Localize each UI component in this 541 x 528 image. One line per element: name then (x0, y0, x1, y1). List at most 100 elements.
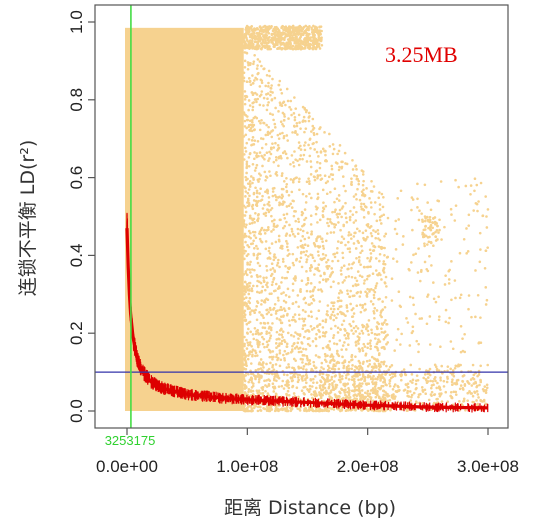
scatter-point (337, 291, 341, 295)
scatter-point (342, 364, 346, 368)
scatter-point (272, 377, 276, 381)
scatter-point (265, 332, 268, 335)
scatter-point (336, 349, 339, 353)
scatter-point (393, 383, 397, 386)
scatter-point (289, 162, 292, 166)
scatter-point (267, 339, 271, 343)
scatter-point (417, 350, 420, 354)
scatter-point (318, 335, 322, 339)
scatter-point (295, 258, 298, 262)
scatter-point (257, 36, 260, 40)
scatter-point (333, 187, 337, 191)
scatter-point (281, 202, 285, 206)
scatter-point (316, 38, 320, 42)
scatter-point (265, 308, 268, 312)
scatter-point (344, 276, 348, 279)
scatter-point (321, 240, 324, 243)
scatter-point (252, 253, 256, 257)
scatter-point (275, 330, 279, 334)
scatter-point (322, 247, 326, 250)
scatter-point (286, 266, 290, 270)
scatter-point (253, 169, 257, 172)
scatter-point (248, 39, 252, 42)
scatter-point (291, 344, 294, 348)
scatter-point (314, 354, 318, 357)
scatter-point (260, 32, 263, 36)
scatter-point (281, 330, 285, 333)
scatter-point (429, 228, 432, 231)
scatter-point (361, 231, 365, 235)
scatter-point (357, 392, 360, 396)
scatter-point (274, 106, 277, 110)
scatter-point (450, 213, 453, 216)
scatter-point (247, 125, 250, 129)
scatter-point (311, 340, 315, 343)
scatter-point (341, 344, 345, 347)
scatter-point (301, 33, 305, 37)
scatter-point (309, 214, 313, 218)
scatter-point (290, 230, 294, 233)
scatter-point (377, 353, 381, 357)
y-tick-label: 1.0 (67, 10, 86, 34)
scatter-point (374, 409, 378, 413)
scatter-point (258, 343, 261, 346)
scatter-point (292, 392, 296, 395)
scatter-point (406, 321, 410, 324)
scatter-point (356, 290, 360, 294)
scatter-point (288, 234, 292, 237)
scatter-point (388, 398, 392, 402)
scatter-point (269, 152, 273, 156)
scatter-point (302, 386, 305, 389)
scatter-point (317, 246, 321, 249)
scatter-point (278, 132, 282, 136)
scatter-point (307, 111, 311, 115)
scatter-point (271, 385, 275, 389)
scatter-point (242, 79, 246, 83)
scatter-point (366, 392, 369, 395)
scatter-point (467, 382, 471, 385)
scatter-point (270, 33, 274, 37)
scatter-point (323, 334, 327, 338)
scatter-point (337, 168, 341, 172)
scatter-point (333, 314, 336, 317)
scatter-point (429, 224, 433, 228)
scatter-point (321, 214, 325, 217)
scatter-point (244, 175, 247, 179)
scatter-point (428, 215, 432, 219)
scatter-point (242, 349, 246, 353)
scatter-point (246, 61, 250, 64)
scatter-point (475, 390, 479, 393)
scatter-point (431, 380, 435, 383)
scatter-point (245, 171, 248, 175)
scatter-point (411, 329, 415, 333)
scatter-point (324, 204, 328, 208)
scatter-point (461, 379, 464, 383)
scatter-point (446, 400, 450, 403)
scatter-point (305, 270, 308, 273)
scatter-point (249, 123, 253, 127)
scatter-point (251, 105, 255, 109)
scatter-point (265, 276, 268, 279)
scatter-point (475, 183, 479, 187)
scatter-point (261, 391, 265, 395)
scatter-point (287, 307, 291, 310)
scatter-point (311, 294, 315, 297)
scatter-point (347, 233, 350, 237)
scatter-point (454, 178, 457, 182)
scatter-point (328, 379, 331, 382)
scatter-point (301, 379, 304, 382)
scatter-point (360, 190, 364, 193)
scatter-point (255, 67, 259, 70)
scatter-point (305, 381, 308, 385)
scatter-point (281, 257, 285, 261)
scatter-point (262, 279, 266, 282)
scatter-point (323, 131, 326, 134)
scatter-point (243, 46, 247, 50)
scatter-point (361, 173, 365, 176)
scatter-point (347, 275, 351, 278)
scatter-point (469, 378, 473, 381)
scatter-point (283, 216, 287, 220)
scatter-point (279, 246, 282, 250)
scatter-point (339, 305, 343, 308)
scatter-point (358, 336, 361, 339)
